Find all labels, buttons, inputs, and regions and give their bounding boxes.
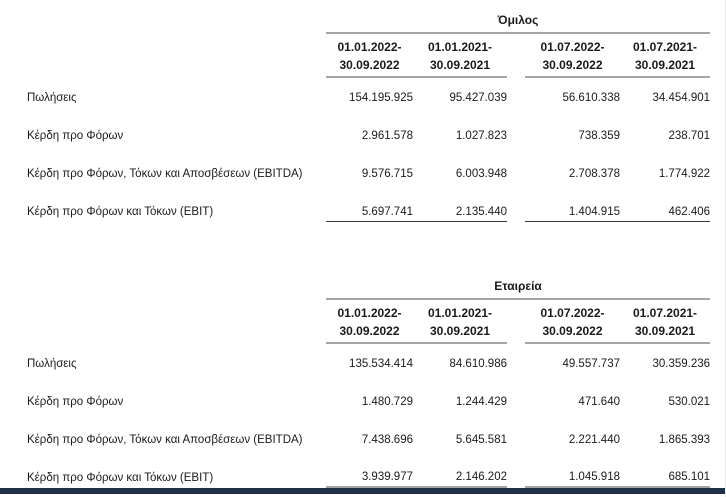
period-line2: 30.09.2022 [339,58,400,72]
period-line1: 01.07.2021- [632,305,698,320]
period-line1: 01.01.2022- [337,40,402,54]
row-label: Κέρδη προ Φόρων, Τόκων και Αποσβέσεων (E… [27,433,303,446]
period-line2: 30.09.2022 [339,323,400,338]
row-label: Κέρδη προ Φόρων [27,395,124,408]
column-gap [507,77,525,107]
header-spacer [0,33,326,77]
column-header-row: 01.01.2022- 30.09.2022 01.01.2021- 30.09… [0,33,711,78]
value-cell: 30.359.236 [652,357,711,370]
column-gap [507,449,525,487]
column-header-row: 01.01.2022- 30.09.2022 01.01.2021- 30.09… [0,298,711,344]
value-cell: 154.195.925 [349,92,413,104]
period-line1: 01.01.2021- [427,40,493,54]
row-label: Κέρδη προ Φόρων, Τόκων και Αποσβέσεων (E… [27,168,303,180]
value-cell: 462.406 [620,183,711,222]
value-cell: 5.645.581 [455,433,507,446]
period-line2: 30.09.2021 [634,58,696,72]
table-row: Κέρδη προ Φόρων 2.961.578 1.027.823 738.… [0,107,710,145]
value-cell: 49.557.737 [562,357,620,370]
period-line2: 30.09.2022 [542,323,603,338]
period-line1: 01.07.2021- [632,40,698,54]
value-cell: 1.244.429 [455,395,507,408]
column-gap [507,411,525,449]
row-label: Κέρδη προ Φόρων και Τόκων (EBIT) [27,471,214,484]
column-header: 01.01.2022- 30.09.2022 [326,298,413,344]
column-gap [507,107,525,145]
period-line2: 30.09.2021 [429,323,491,338]
company-results-table: Εταιρεία 01.01.2022- 30.09.2022 01.01.20… [0,273,711,488]
row-label: Κέρδη προ Φόρων [27,130,124,142]
value-cell: 7.438.696 [361,433,413,446]
table-row: Κέρδη προ Φόρων, Τόκων και Αποσβέσεων (E… [0,411,710,449]
value-cell: 685.101 [620,448,711,488]
value-cell: 135.534.414 [349,357,413,370]
column-gap [507,373,525,411]
row-label: Κέρδη προ Φόρων και Τόκων (EBIT) [27,206,214,218]
column-header: 01.07.2021- 30.09.2021 [620,298,711,344]
group-results-table: Όμιλος 01.01.2022- 30.09.2022 01.01.2021… [0,8,711,222]
table-title: Εταιρεία [326,273,711,300]
period-line2: 30.09.2022 [542,58,603,72]
value-cell: 1.027.823 [455,130,507,142]
table-row: Πωλήσεις 135.534.414 84.610.986 49.557.7… [0,343,710,373]
table-title-row: Εταιρεία [0,273,711,300]
value-cell: 530.021 [668,395,711,408]
column-header: 01.01.2021- 30.09.2021 [413,298,507,344]
table-row: Πωλήσεις 154.195.925 95.427.039 56.610.3… [0,77,710,107]
bottom-accent-bar [0,488,725,494]
column-gap [507,145,525,183]
value-cell: 2.135.440 [413,183,507,222]
title-spacer [0,274,326,299]
value-cell: 238.701 [668,130,711,142]
value-cell: 1.774.922 [658,168,711,180]
column-gap [507,343,525,373]
table-title: Όμιλος [326,8,711,34]
row-label: Πωλήσεις [27,357,77,370]
column-header: 01.07.2021- 30.09.2021 [620,33,711,78]
value-cell: 1.045.918 [525,448,620,488]
value-cell: 2.961.578 [361,130,413,142]
table-row: Κέρδη προ Φόρων 1.480.729 1.244.429 471.… [0,373,710,411]
period-line2: 30.09.2021 [634,323,696,338]
period-line1: 01.07.2022- [540,305,605,320]
column-header: 01.07.2022- 30.09.2022 [525,298,620,344]
value-cell: 9.576.715 [361,168,413,180]
period-line1: 01.07.2022- [540,40,605,54]
table-title-row: Όμιλος [0,8,711,34]
value-cell: 6.003.948 [455,168,507,180]
value-cell: 84.610.986 [449,357,507,370]
value-cell: 3.939.977 [326,448,413,488]
value-cell: 5.697.741 [326,183,413,222]
table-row: Κέρδη προ Φόρων και Τόκων (EBIT) 3.939.9… [0,448,711,488]
column-gap [507,33,525,77]
title-spacer [0,8,326,33]
value-cell: 2.221.440 [568,433,620,446]
period-line2: 30.09.2021 [429,58,491,72]
period-line1: 01.01.2022- [337,305,402,320]
period-line1: 01.01.2021- [427,305,493,320]
value-cell: 1.865.393 [658,433,711,446]
header-spacer [0,299,326,343]
table-row: Κέρδη προ Φόρων, Τόκων και Αποσβέσεων (E… [0,145,710,183]
row-label: Πωλήσεις [27,92,77,104]
column-header: 01.01.2021- 30.09.2021 [413,33,507,78]
value-cell: 95.427.039 [449,92,507,104]
table-row: Κέρδη προ Φόρων και Τόκων (EBIT) 5.697.7… [0,183,711,222]
value-cell: 34.454.901 [652,92,711,104]
value-cell: 471.640 [578,395,620,408]
column-header: 01.01.2022- 30.09.2022 [326,33,413,78]
value-cell: 2.708.378 [568,168,620,180]
value-cell: 2.146.202 [413,448,507,488]
column-gap [507,299,525,343]
value-cell: 1.480.729 [361,395,413,408]
value-cell: 738.359 [578,130,620,142]
value-cell: 1.404.915 [525,183,620,222]
column-header: 01.07.2022- 30.09.2022 [525,33,620,78]
value-cell: 56.610.338 [562,92,620,104]
column-gap [507,183,525,221]
